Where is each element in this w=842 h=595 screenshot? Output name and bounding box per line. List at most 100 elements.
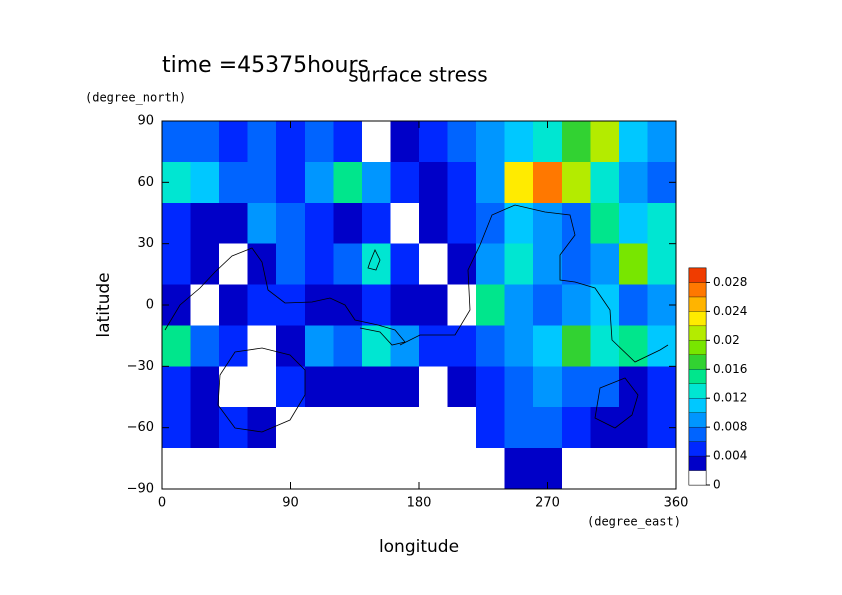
cell <box>219 284 249 326</box>
cell <box>276 407 306 449</box>
x-unit: (degree_east) <box>587 515 681 529</box>
cell <box>390 448 420 490</box>
cell <box>190 202 220 245</box>
cell <box>304 121 334 163</box>
cell <box>190 243 220 286</box>
coastline <box>164 247 406 346</box>
cell <box>219 202 249 245</box>
cell <box>219 243 249 286</box>
cell <box>504 121 534 163</box>
cell <box>333 448 363 490</box>
cell <box>504 448 534 490</box>
cell <box>162 121 192 163</box>
cell <box>390 325 420 367</box>
cell <box>276 325 306 367</box>
cell <box>561 121 591 163</box>
cell <box>561 243 591 286</box>
cell <box>618 243 648 286</box>
cell <box>390 366 420 408</box>
cell <box>419 161 449 204</box>
field <box>162 121 677 490</box>
cell <box>447 448 477 490</box>
y-tick-label: −60 <box>127 420 154 435</box>
cell <box>533 325 563 367</box>
cell <box>247 202 277 245</box>
coastline <box>217 347 306 433</box>
cell <box>190 325 220 367</box>
colorbar-tick-label: 0.008 <box>713 420 747 434</box>
cell <box>618 161 648 204</box>
cell <box>333 325 363 367</box>
cell <box>162 202 192 245</box>
chart-title: surface stress <box>348 63 487 87</box>
x-axis-label: longitude <box>379 537 459 557</box>
cell <box>447 202 477 245</box>
cell <box>304 407 334 449</box>
cell <box>419 243 449 286</box>
cell <box>419 448 449 490</box>
cell <box>219 366 249 408</box>
cell <box>618 407 648 449</box>
cell <box>247 366 277 408</box>
cell <box>504 161 534 204</box>
cell <box>333 243 363 286</box>
cell <box>476 121 506 163</box>
colorbar-tick-label: 0.024 <box>713 304 747 318</box>
cell <box>162 243 192 286</box>
colorbar-band <box>688 340 707 355</box>
cell <box>276 243 306 286</box>
cell <box>647 448 677 490</box>
colorbar-band <box>688 325 707 341</box>
cell <box>590 202 620 245</box>
colorbar-tick-label: 0.02 <box>713 333 740 347</box>
y-tick-label: 60 <box>137 175 154 190</box>
colorbar-band <box>688 369 707 384</box>
y-tick-label: −90 <box>127 482 154 497</box>
cell <box>447 366 477 408</box>
cell <box>361 407 391 449</box>
cell <box>647 243 677 286</box>
x-tick-label: 90 <box>282 496 299 511</box>
cell <box>190 407 220 449</box>
cell <box>590 121 620 163</box>
cell <box>333 202 363 245</box>
cell <box>647 325 677 367</box>
colorbar-band <box>688 311 707 327</box>
cell <box>361 448 391 490</box>
cell <box>647 366 677 408</box>
cell <box>361 284 391 326</box>
cell <box>390 121 420 163</box>
colorbar-tick-label: 0.016 <box>713 362 747 376</box>
cell <box>361 121 391 163</box>
x-tick-label: 0 <box>158 496 166 511</box>
cell <box>447 407 477 449</box>
cell <box>162 448 192 490</box>
cell <box>333 161 363 204</box>
cell <box>561 202 591 245</box>
cell <box>190 448 220 490</box>
cell <box>504 366 534 408</box>
cell <box>476 243 506 286</box>
cell <box>219 448 249 490</box>
cell <box>304 448 334 490</box>
cell <box>533 366 563 408</box>
colorbar-tick-label: 0.028 <box>713 275 747 289</box>
cell <box>247 448 277 490</box>
colorbar-band <box>688 267 707 283</box>
cell <box>219 407 249 449</box>
cell <box>219 161 249 204</box>
cell <box>447 325 477 367</box>
cell <box>618 366 648 408</box>
cell <box>561 284 591 326</box>
colorbar-band <box>688 441 707 457</box>
cell <box>304 202 334 245</box>
cell <box>647 202 677 245</box>
cell <box>247 325 277 367</box>
cell <box>247 121 277 163</box>
cell <box>419 325 449 367</box>
colorbar-band <box>688 296 707 312</box>
cell <box>533 202 563 245</box>
cell <box>561 448 591 490</box>
cell <box>333 407 363 449</box>
cell <box>276 366 306 408</box>
